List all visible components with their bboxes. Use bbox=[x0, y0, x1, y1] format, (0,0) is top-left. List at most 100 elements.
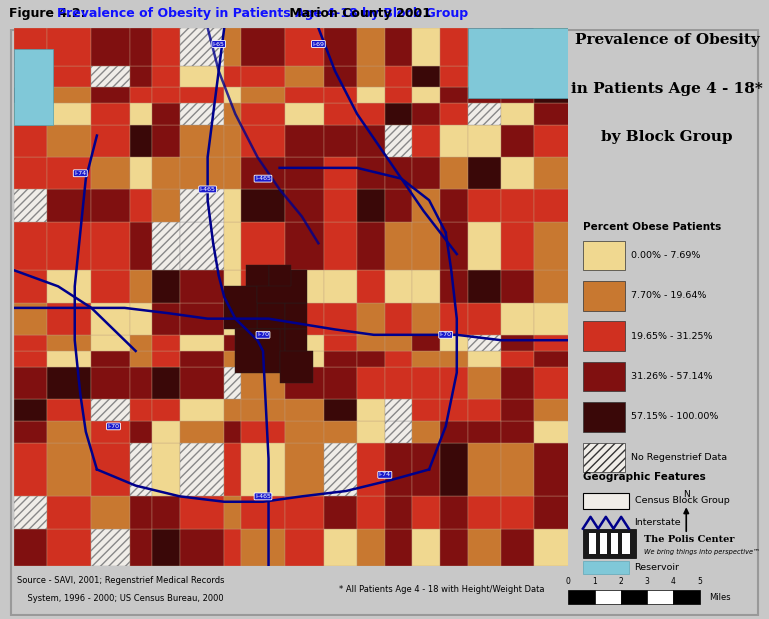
Bar bbox=[357, 125, 384, 157]
Bar bbox=[47, 529, 92, 566]
Bar bbox=[583, 443, 625, 472]
Bar bbox=[241, 87, 285, 103]
Bar bbox=[440, 125, 468, 157]
Bar bbox=[47, 28, 92, 66]
Bar bbox=[384, 270, 412, 303]
Bar bbox=[47, 421, 92, 443]
Bar bbox=[285, 157, 324, 189]
Bar bbox=[534, 270, 590, 303]
Bar bbox=[225, 270, 241, 303]
Bar bbox=[324, 28, 357, 66]
Bar bbox=[225, 303, 241, 335]
Bar bbox=[285, 443, 324, 496]
Bar bbox=[92, 222, 130, 270]
Bar bbox=[180, 125, 225, 157]
Bar bbox=[285, 529, 324, 566]
Bar bbox=[92, 303, 130, 335]
Bar bbox=[285, 222, 324, 270]
Bar bbox=[324, 87, 357, 103]
Bar bbox=[412, 157, 440, 189]
Bar bbox=[241, 66, 285, 87]
Bar bbox=[583, 281, 625, 311]
Bar bbox=[568, 591, 594, 604]
Bar bbox=[285, 421, 324, 443]
Bar bbox=[468, 335, 501, 351]
Bar bbox=[324, 303, 357, 335]
Bar bbox=[324, 222, 357, 270]
Bar bbox=[14, 367, 47, 399]
Bar bbox=[225, 125, 241, 157]
Bar bbox=[180, 103, 225, 125]
Bar bbox=[130, 529, 152, 566]
Bar bbox=[152, 125, 180, 157]
Bar bbox=[152, 28, 180, 66]
Bar bbox=[241, 157, 285, 189]
Bar bbox=[324, 66, 357, 87]
Bar bbox=[152, 222, 180, 270]
Bar bbox=[241, 421, 285, 443]
Bar bbox=[324, 529, 357, 566]
Bar bbox=[258, 329, 285, 357]
Bar bbox=[468, 303, 501, 335]
Bar bbox=[225, 157, 241, 189]
Bar bbox=[14, 529, 47, 566]
Bar bbox=[324, 421, 357, 443]
Bar bbox=[14, 303, 47, 335]
Bar bbox=[14, 50, 52, 125]
Bar bbox=[324, 157, 357, 189]
Bar bbox=[357, 303, 384, 335]
Bar bbox=[180, 157, 225, 189]
Bar bbox=[440, 367, 468, 399]
Bar bbox=[241, 335, 285, 351]
Bar bbox=[180, 421, 225, 443]
Bar bbox=[600, 533, 608, 554]
Bar bbox=[130, 351, 152, 367]
Bar bbox=[357, 421, 384, 443]
Bar bbox=[225, 529, 241, 566]
Bar bbox=[47, 303, 92, 335]
Text: No Regenstrief Data: No Regenstrief Data bbox=[631, 453, 727, 462]
Text: 1: 1 bbox=[592, 578, 597, 586]
Bar bbox=[14, 421, 47, 443]
Bar bbox=[501, 351, 534, 367]
Bar bbox=[468, 399, 501, 421]
Bar bbox=[468, 496, 501, 529]
Bar bbox=[180, 529, 225, 566]
Bar bbox=[534, 103, 590, 125]
Bar bbox=[130, 103, 152, 125]
Bar bbox=[47, 270, 92, 303]
Bar bbox=[534, 496, 590, 529]
Bar bbox=[152, 189, 180, 222]
Text: 0: 0 bbox=[566, 578, 571, 586]
Bar bbox=[324, 103, 357, 125]
Bar bbox=[92, 496, 130, 529]
Text: Census Block Group: Census Block Group bbox=[634, 496, 729, 505]
Bar bbox=[534, 87, 590, 103]
Bar bbox=[130, 189, 152, 222]
Bar bbox=[501, 421, 534, 443]
Text: Marion County 2001: Marion County 2001 bbox=[285, 7, 431, 20]
Bar bbox=[152, 270, 180, 303]
Bar bbox=[621, 591, 647, 604]
Bar bbox=[501, 303, 534, 335]
Bar bbox=[130, 66, 152, 87]
Text: System, 1996 - 2000; US Census Bureau, 2000: System, 1996 - 2000; US Census Bureau, 2… bbox=[17, 594, 223, 603]
Bar bbox=[534, 351, 590, 367]
Bar bbox=[534, 125, 590, 157]
Bar bbox=[534, 367, 590, 399]
Bar bbox=[285, 303, 308, 329]
Bar bbox=[501, 103, 534, 125]
Bar bbox=[180, 66, 225, 87]
Bar bbox=[130, 303, 152, 335]
Bar bbox=[285, 28, 324, 66]
Bar bbox=[235, 329, 280, 373]
Bar bbox=[384, 87, 412, 103]
Bar bbox=[468, 87, 501, 103]
Bar bbox=[440, 399, 468, 421]
Bar bbox=[14, 189, 47, 222]
Bar bbox=[225, 443, 241, 496]
Bar bbox=[47, 367, 92, 399]
Bar bbox=[285, 189, 324, 222]
Bar bbox=[534, 303, 590, 335]
Text: 3: 3 bbox=[644, 578, 650, 586]
